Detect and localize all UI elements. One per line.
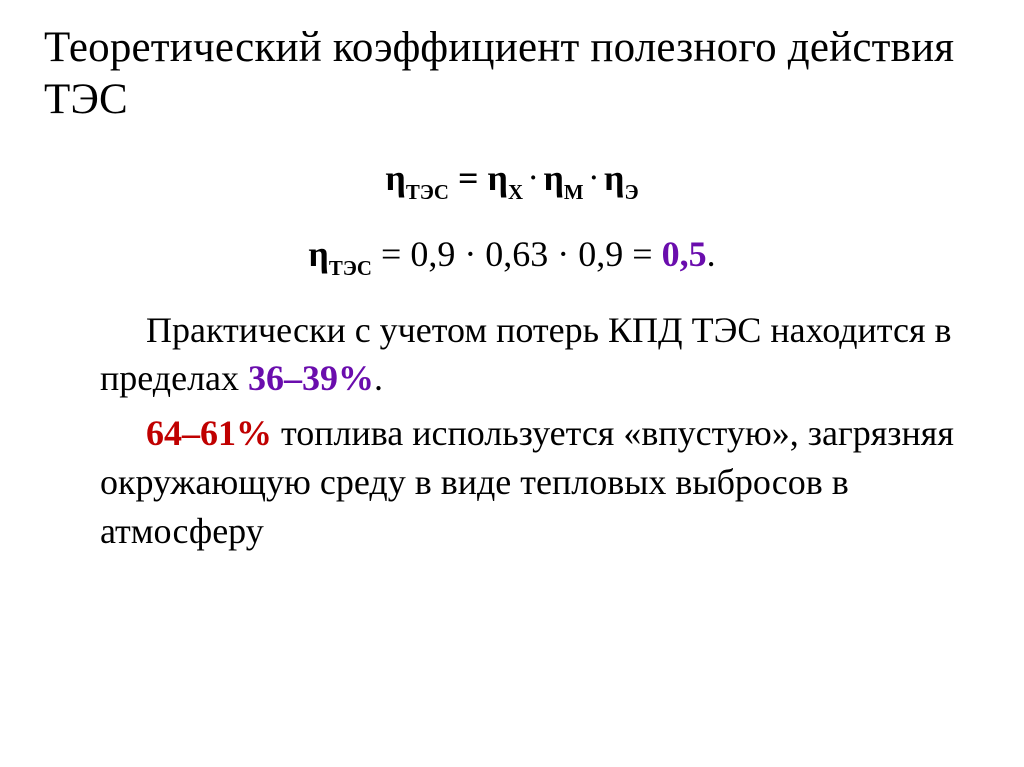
slide-title: Теоретический коэффициент полезного дейс… xyxy=(44,22,980,127)
eta-tes-sub: ТЭС xyxy=(406,180,449,204)
formula-line: ηТЭС = ηХ·ηМ·ηЭ xyxy=(44,155,980,205)
eta-e-symbol: η xyxy=(604,158,624,198)
para1-pre: Практически с учетом потерь КПД ТЭС нахо… xyxy=(100,310,952,399)
eta-m-symbol: η xyxy=(543,158,563,198)
paragraph-2: 64–61% топлива используется «впустую», з… xyxy=(44,409,980,556)
para1-post: . xyxy=(374,358,383,398)
eta-x-symbol: η xyxy=(488,158,508,198)
calc-eta-symbol: η xyxy=(308,234,328,274)
dot-sep-2: · xyxy=(590,163,598,196)
equals: = xyxy=(449,158,488,198)
slide: Теоретический коэффициент полезного дейс… xyxy=(0,0,1024,767)
calc-eta-sub: ТЭС xyxy=(329,256,372,280)
dot-sep-1: · xyxy=(529,163,537,196)
para1-highlight: 36–39% xyxy=(248,358,374,398)
calc-expression: = 0,9 · 0,63 · 0,9 = xyxy=(372,234,662,274)
calc-line: ηТЭС = 0,9 · 0,63 · 0,9 = 0,5. xyxy=(44,231,980,281)
calc-period: . xyxy=(707,234,716,274)
calc-result: 0,5 xyxy=(662,234,707,274)
eta-e-sub: Э xyxy=(624,180,638,204)
paragraph-1: Практически с учетом потерь КПД ТЭС нахо… xyxy=(44,306,980,404)
eta-m-sub: М xyxy=(564,180,584,204)
eta-x-sub: Х xyxy=(508,180,523,204)
eta-tes-symbol: η xyxy=(385,158,405,198)
para2-highlight: 64–61% xyxy=(146,413,272,453)
